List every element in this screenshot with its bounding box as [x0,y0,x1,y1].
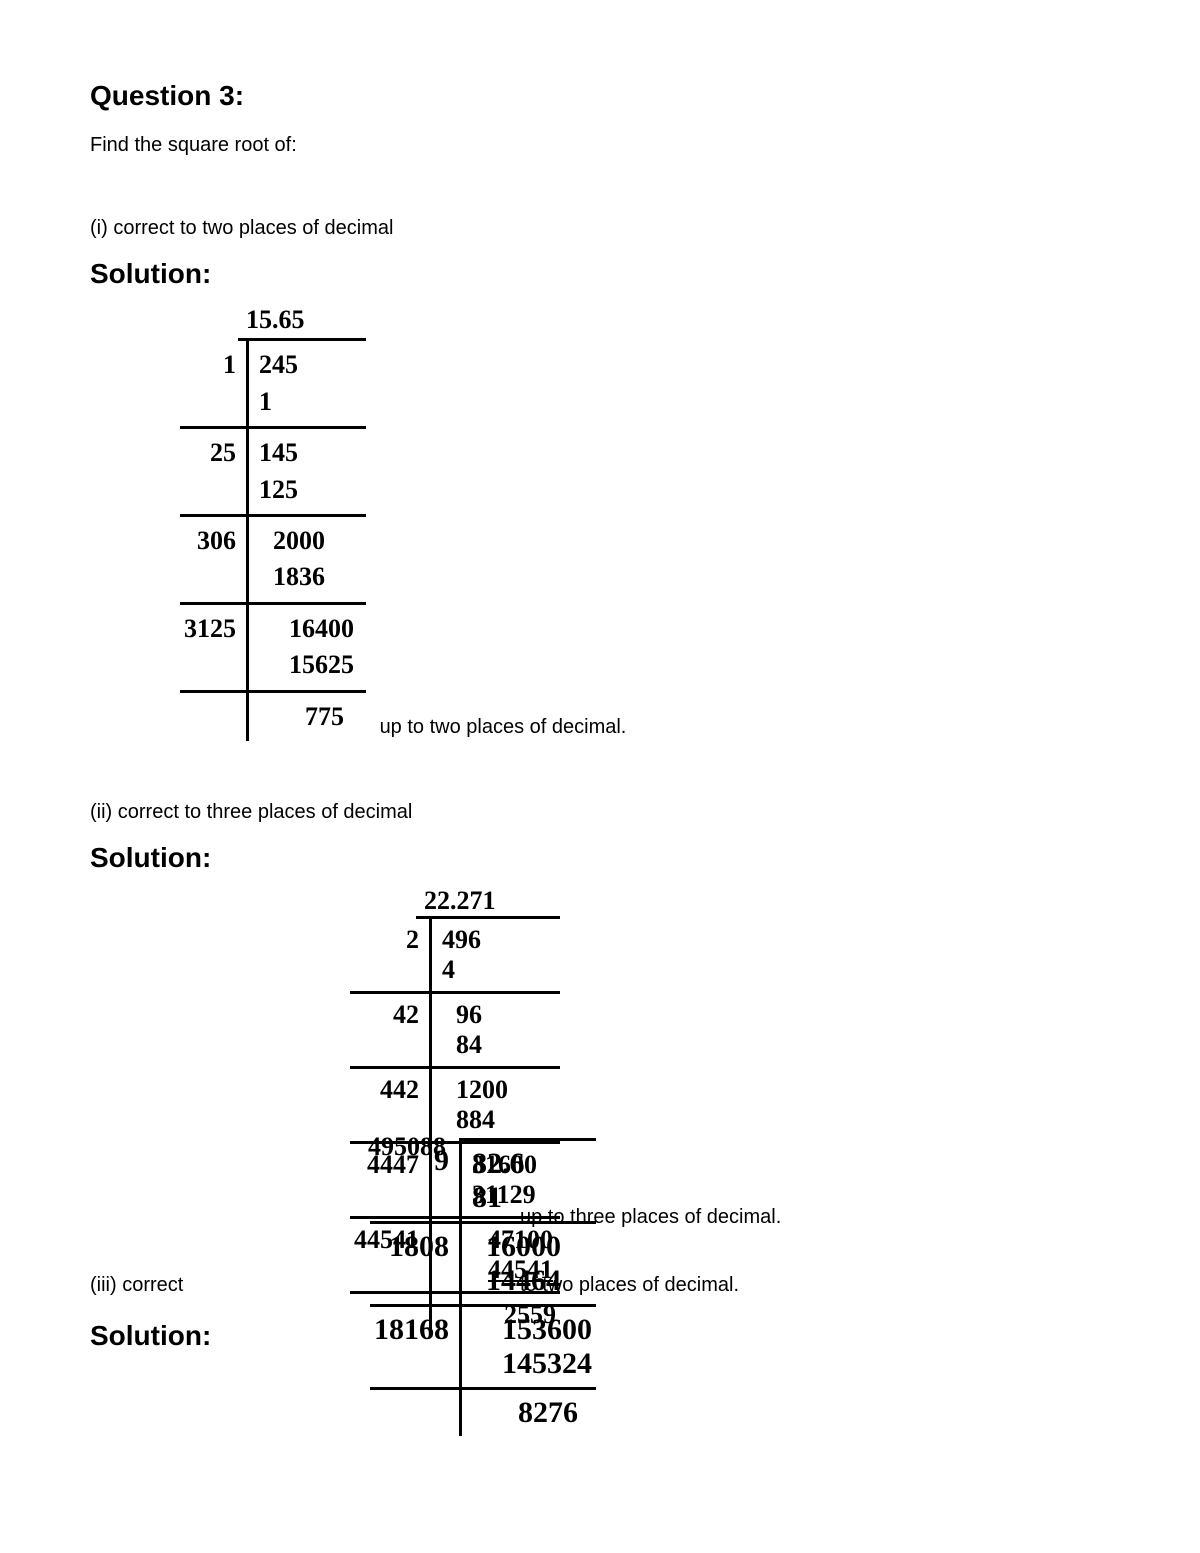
ld3-work: 153600 145324 [459,1304,596,1387]
ld3-dvs: 1808 [370,1221,459,1304]
ld1-work: 775 [246,690,366,741]
ld3-dvs [370,1387,459,1436]
part-ii-line: (ii) correct to three places of decimal [90,801,1110,824]
ld2-step: 42 96 84 [350,991,560,1066]
ld3-step: 8276 [370,1387,596,1436]
ld1-step: 3125 16400 15625 [180,602,366,690]
question-title: Question 3: [90,80,1110,112]
long-division-3: 9 82.6 81 1808 16000 14464 18168 [370,1138,596,1436]
ld3-step: 18168 153600 145324 [370,1304,596,1387]
ld2-step: 2 496 4 [350,919,560,991]
ld3-step: 1808 16000 14464 [370,1221,596,1304]
page: Question 3: Find the square root of: (i)… [0,0,1200,1546]
quotient-2: 22.271 [416,886,560,919]
ld3-work: 8276 [459,1387,596,1436]
ld1-work: 245 1 [246,341,366,426]
ld1-dvs [180,690,246,741]
ld1-step: 1 245 1 [180,341,366,426]
part-iii-line: (iii) correct [90,1274,183,1297]
ld1-work: 145 125 [246,426,366,514]
quotient-1: 15.65 [238,302,366,341]
ld2-work: 96 84 [429,991,560,1066]
trail-text-1: up to two places of decimal. [380,716,627,738]
ld2-work: 1200 884 [429,1066,560,1141]
ld1-dvs: 306 [180,514,246,602]
solution-label-1: Solution: [90,258,1110,290]
ld3-dvs: 18168 [370,1304,459,1387]
ld2-work: 496 4 [429,919,560,991]
ld1-dvs: 1 [180,341,246,426]
part-i-line: (i) correct to two places of decimal [90,217,1110,240]
solution-label-2: Solution: [90,842,1110,874]
ld1-dvs: 3125 [180,602,246,690]
solution-block-2-3: 22.271 2 496 4 42 96 84 44 [90,886,1110,1506]
ld1-dvs: 25 [180,426,246,514]
ld2-step: 442 1200 884 [350,1066,560,1141]
overlay-scratch-a: 495088 [368,1132,446,1162]
ld1-work: 2000 1836 [246,514,366,602]
ld3-work: 16000 14464 [459,1221,596,1304]
ld3-work: 82.6 81 [459,1138,596,1221]
ld1-work: 16400 15625 [246,602,366,690]
ld2-dvs: 42 [350,991,429,1066]
ld1-step: 775 [180,690,366,741]
ld2-dvs: 442 [350,1066,429,1141]
solution-label-3: Solution: [90,1320,211,1352]
ld1-step: 25 145 125 [180,426,366,514]
solution-block-1: 15.65 1 245 1 25 145 125 3 [90,302,1110,741]
question-prompt: Find the square root of: [90,134,1110,157]
ld2-dvs: 2 [350,919,429,991]
long-division-1: 15.65 1 245 1 25 145 125 3 [180,302,366,741]
ld1-step: 306 2000 1836 [180,514,366,602]
